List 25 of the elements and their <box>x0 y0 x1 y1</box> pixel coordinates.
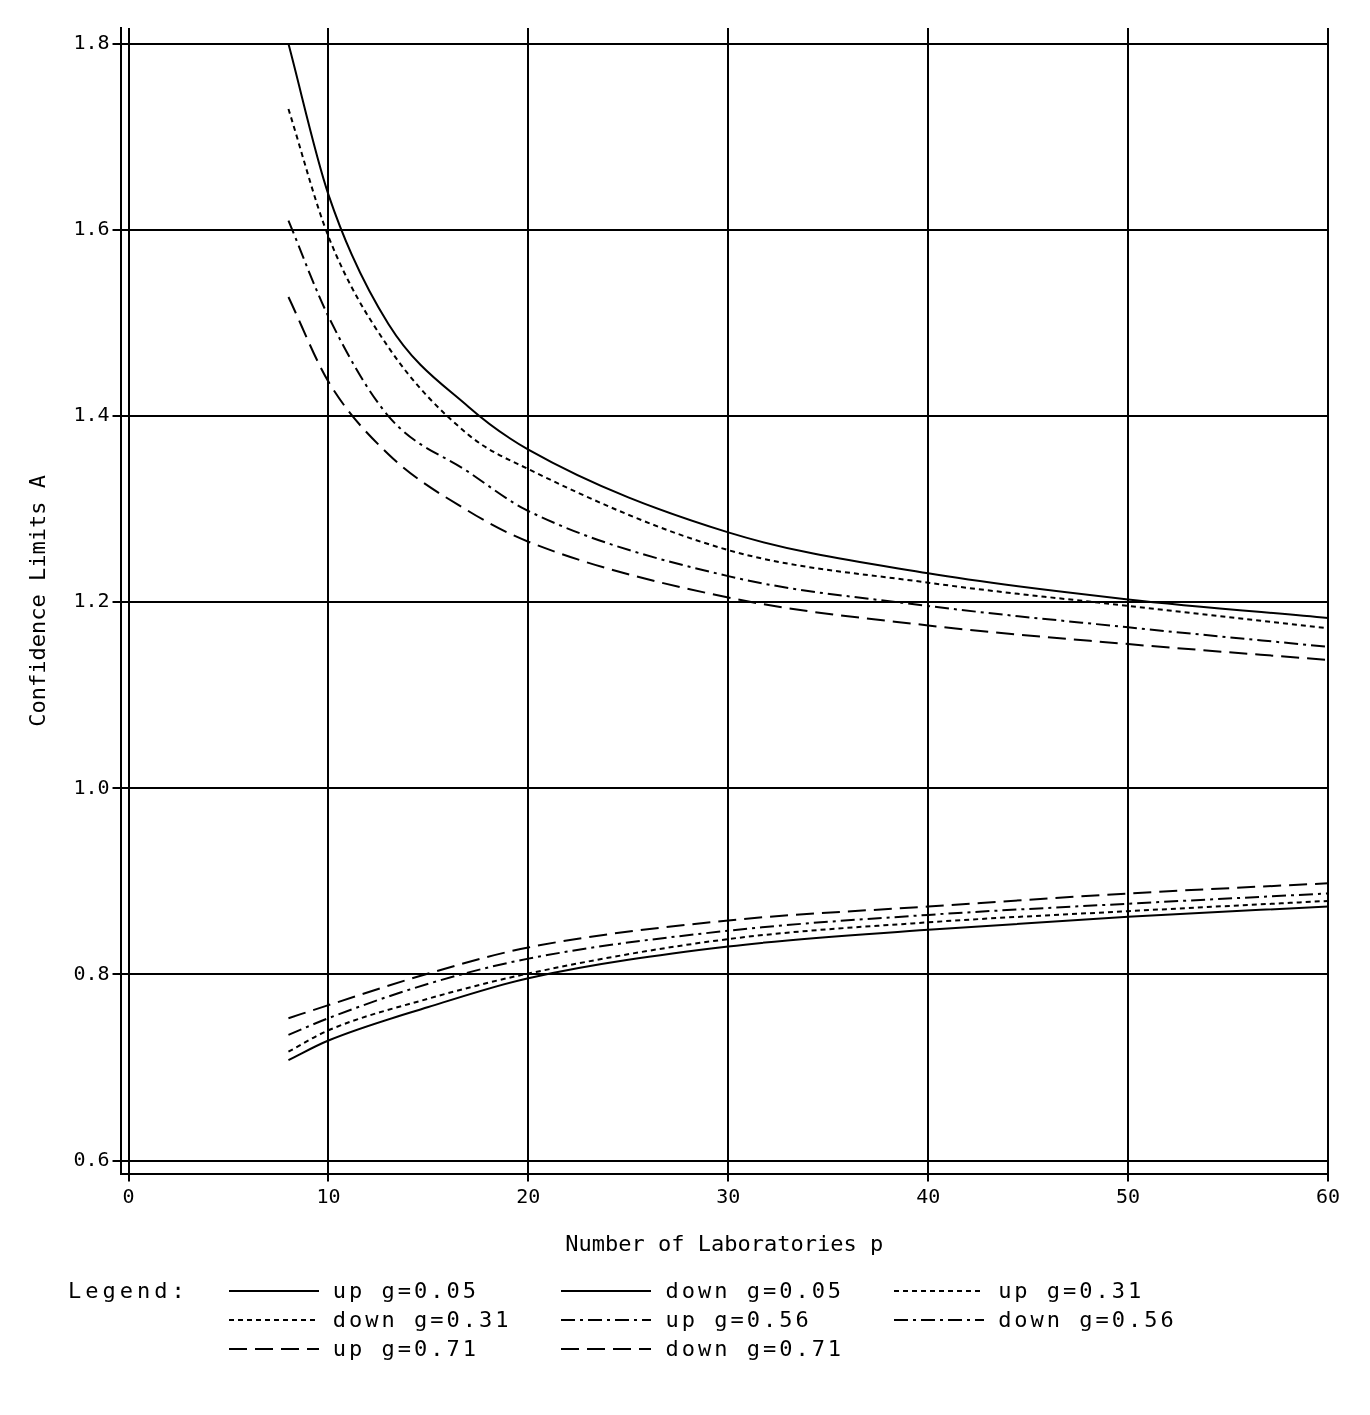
x-tick-label: 60 <box>1315 1183 1341 1208</box>
y-tick-label: 1.6 <box>73 216 110 241</box>
legend-label: down g=0.56 <box>998 1307 1177 1332</box>
y-tick-label: 0.8 <box>73 960 110 985</box>
legend-label: down g=0.71 <box>665 1336 845 1361</box>
y-tick-label: 1.0 <box>73 774 110 799</box>
x-tick-label: 40 <box>916 1183 941 1208</box>
legend-label: up g=0.05 <box>332 1278 479 1303</box>
y-tick-label: 1.8 <box>73 30 110 55</box>
legend-label: down g=0.05 <box>665 1278 845 1303</box>
y-tick-label: 1.2 <box>73 588 110 613</box>
y-tick-label: 1.4 <box>73 402 110 427</box>
x-tick-label: 10 <box>316 1183 341 1208</box>
legend-label: down g=0.31 <box>332 1307 512 1332</box>
x-tick-label: 20 <box>516 1183 541 1208</box>
legend-label: up g=0.31 <box>998 1278 1145 1303</box>
legend-label: up g=0.71 <box>332 1336 479 1361</box>
legend-label: up g=0.56 <box>665 1307 812 1332</box>
x-axis-title: Number of Laboratories p <box>565 1230 884 1256</box>
legend-title: Legend: <box>68 1278 189 1303</box>
x-tick-label: 50 <box>1116 1183 1141 1208</box>
y-axis-title: Confidence Limits A <box>24 474 50 727</box>
y-tick-label: 0.6 <box>73 1146 110 1171</box>
x-tick-label: 30 <box>716 1183 741 1208</box>
x-tick-label: 0 <box>122 1183 135 1208</box>
